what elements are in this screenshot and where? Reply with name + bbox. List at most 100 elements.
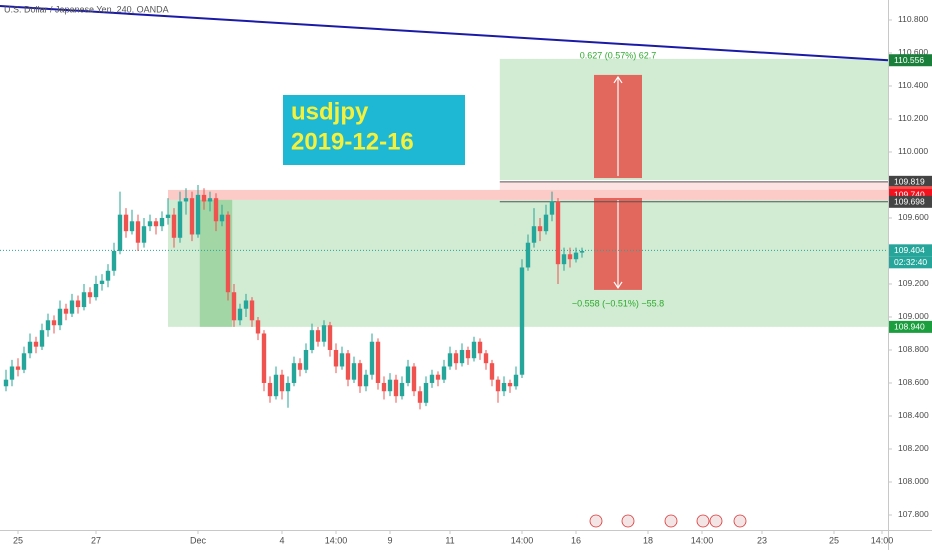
candle-body <box>303 349 309 370</box>
candle-body <box>327 325 333 350</box>
x-tick-label: Dec <box>190 535 207 545</box>
candle-body <box>315 330 321 342</box>
candle-body <box>321 325 327 342</box>
y-tick-label: 110.600 <box>898 47 928 57</box>
x-tick-label: 11 <box>445 535 454 545</box>
candle-body <box>453 353 459 364</box>
candle-body <box>513 374 519 387</box>
candle-body <box>255 320 261 334</box>
candle-body <box>117 214 123 251</box>
x-tick-label: 14:00 <box>871 535 894 545</box>
candle-body <box>537 226 543 232</box>
candle-body <box>501 382 507 392</box>
countdown: 02:32:40 <box>894 257 927 267</box>
candle-body <box>81 292 87 308</box>
candle-body <box>477 341 483 354</box>
candle-body <box>381 382 387 392</box>
candle-body <box>549 201 555 215</box>
candle-body <box>339 353 345 367</box>
y-tick-label: 110.400 <box>898 80 928 90</box>
y-tick-label: 108.800 <box>898 344 929 354</box>
y-tick-label: 109.600 <box>898 212 929 222</box>
candle-body <box>243 300 249 309</box>
candle-body <box>99 280 105 284</box>
x-tick-label: 4 <box>279 535 284 545</box>
candle-body <box>285 382 291 392</box>
candle-body <box>213 198 219 222</box>
price-label-box <box>889 195 932 208</box>
candle-body <box>417 391 423 403</box>
price-label-box <box>889 54 932 67</box>
candle-body <box>507 382 513 387</box>
annotation-text: 2019-12-16 <box>291 128 414 155</box>
candle-body <box>33 341 39 347</box>
candle-body <box>423 382 429 403</box>
candle-body <box>465 349 471 359</box>
candle-body <box>165 214 171 218</box>
y-tick-label: 110.800 <box>898 14 928 24</box>
candle-body <box>171 214 177 238</box>
x-tick-label: 14:00 <box>511 535 534 545</box>
candle-body <box>375 341 381 383</box>
arrow-head <box>613 281 623 289</box>
candle-body <box>543 214 549 232</box>
candle-body <box>369 341 375 375</box>
candle-body <box>111 250 117 271</box>
candle-body <box>123 214 129 232</box>
event-icon <box>696 514 710 528</box>
x-tick-label: 25 <box>13 535 23 545</box>
candle-body <box>483 353 489 364</box>
price-label: 108.940 <box>894 322 925 332</box>
candle-body <box>9 366 15 380</box>
candle-body <box>555 201 561 265</box>
candle-body <box>525 242 531 268</box>
candle-body <box>447 353 453 367</box>
y-tick-label: 108.400 <box>898 410 929 420</box>
candle-body <box>147 221 153 227</box>
chart-title: U.S. Dollar / Japanese Yen, 240, OANDA <box>4 4 169 14</box>
candle-body <box>183 198 189 202</box>
candle-body <box>159 217 165 227</box>
price-label-box <box>889 244 932 257</box>
candle-body <box>363 374 369 387</box>
candle-body <box>387 379 393 392</box>
candle-body <box>39 330 45 347</box>
position-label: −0.558 (−0.51%) −55.8 <box>572 298 664 308</box>
trendline <box>0 4 889 62</box>
candle-body <box>237 308 243 321</box>
annotation-box <box>283 95 465 165</box>
x-tick-label: 25 <box>829 535 839 545</box>
price-label: 109.740 <box>894 190 925 200</box>
price-label-box <box>889 320 932 333</box>
price-label: 109.404 <box>894 245 925 255</box>
event-icon <box>589 514 603 528</box>
x-tick-label: 14:00 <box>691 535 714 545</box>
candle-body <box>45 320 51 331</box>
y-tick-label: 109.200 <box>898 278 929 288</box>
y-tick-label: 110.200 <box>898 113 928 123</box>
candle-body <box>471 341 477 359</box>
event-icon <box>621 514 635 528</box>
candle-body <box>579 250 585 253</box>
candle-body <box>573 252 579 260</box>
candle-body <box>291 363 297 383</box>
candle-body <box>63 308 69 314</box>
x-tick-label: 23 <box>757 535 767 545</box>
candle-body <box>93 283 99 298</box>
candle-body <box>405 366 411 383</box>
candle-body <box>333 349 339 367</box>
candle-body <box>519 267 525 375</box>
zone <box>168 189 888 200</box>
candle-body <box>135 221 141 243</box>
candle-body <box>129 221 135 232</box>
candle-body <box>177 201 183 238</box>
annotation-text: usdjpy <box>291 98 369 125</box>
candle-body <box>51 320 57 326</box>
y-tick-label: 110.000 <box>898 146 928 156</box>
candle-body <box>87 292 93 298</box>
candle-body <box>261 333 267 383</box>
candle-body <box>105 270 111 281</box>
candle-body <box>153 221 159 227</box>
candle-body <box>267 382 273 397</box>
candle-body <box>201 194 207 202</box>
